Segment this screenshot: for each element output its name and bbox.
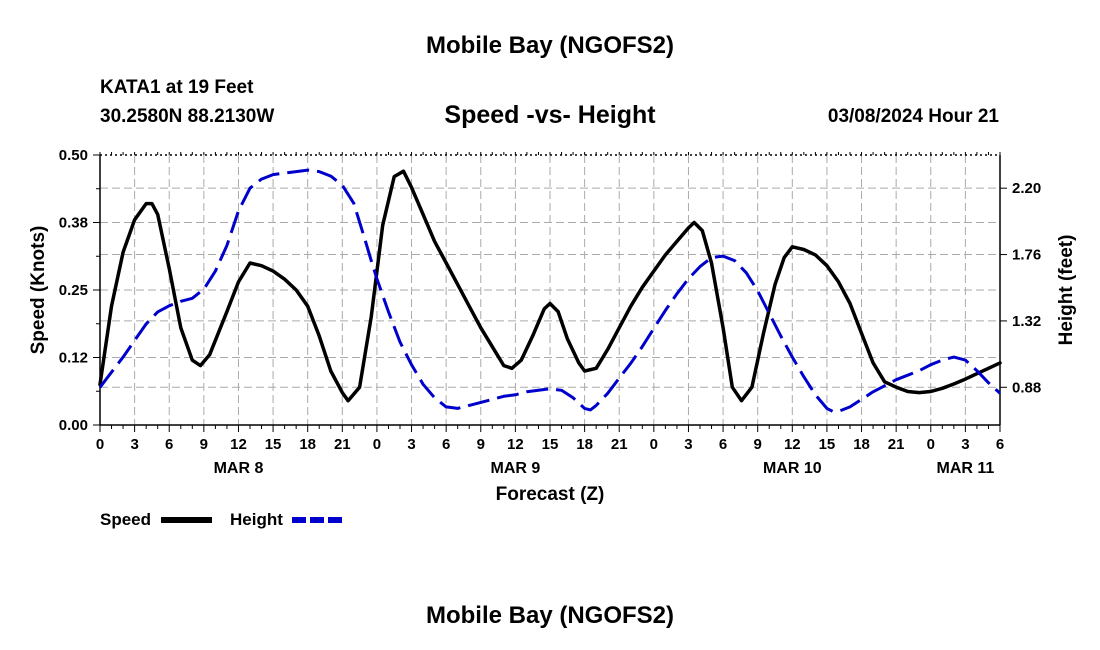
x-tick-label: 18	[576, 436, 593, 453]
x-day-label: MAR 10	[763, 460, 822, 477]
chart-title-bottom: Mobile Bay (NGOFS2)	[425, 602, 675, 629]
x-tick-label: 0	[96, 436, 104, 453]
grid	[100, 155, 1000, 425]
x-tick-label: 0	[373, 436, 381, 453]
series	[98, 168, 1002, 413]
x-tick-label: 21	[334, 436, 351, 453]
y-axis-label-right: Height (feet)	[1056, 235, 1077, 346]
x-tick-label: 15	[819, 436, 836, 453]
x-day-label: MAR 11	[936, 460, 994, 477]
forecast-issue-time: 03/08/2024 Hour 21	[827, 106, 999, 127]
y-tick-label-left: 0.00	[59, 417, 88, 434]
x-tick-label: 6	[165, 436, 173, 453]
station-label: KATA1 at 19 Feet	[100, 77, 254, 98]
x-tick-label: 12	[784, 436, 801, 453]
y-tick-label-right: 2.20	[1012, 180, 1041, 197]
y-tick-label-right: 0.88	[1012, 379, 1041, 396]
legend: Speed Height	[100, 510, 342, 529]
x-tick-label: 18	[853, 436, 870, 453]
x-tick-label: 6	[442, 436, 450, 453]
axes: 0 3 6 9 12 15 18 21 0 3 6 9 12 15 18 21 0 3 6 9 12 15 18 21 0 3 6M…	[59, 147, 1041, 477]
x-tick-label: 3	[961, 436, 969, 453]
x-tick-label: 3	[684, 436, 692, 453]
x-tick-label: 6	[719, 436, 727, 453]
x-tick-label: 15	[265, 436, 282, 453]
legend-height-label: Height	[230, 510, 283, 529]
x-day-label: MAR 9	[490, 460, 540, 477]
height-series-line	[98, 168, 1002, 413]
y-tick-label-left: 0.25	[59, 282, 88, 299]
chart-subtitle: Speed -vs- Height	[444, 101, 656, 129]
x-tick-label: 15	[542, 436, 559, 453]
x-tick-label: 9	[477, 436, 485, 453]
x-day-label: MAR 8	[214, 460, 264, 477]
station-coordinates: 30.2580N 88.2130W	[100, 106, 275, 127]
x-tick-label: 9	[754, 436, 762, 453]
x-tick-label: 3	[407, 436, 415, 453]
y-tick-label-right: 1.32	[1012, 313, 1041, 330]
y-tick-label-right: 1.76	[1012, 247, 1041, 264]
x-axis-label: Forecast (Z)	[496, 484, 605, 505]
x-tick-label: 6	[996, 436, 1004, 453]
y-axis-label-left: Speed (Knots)	[28, 226, 49, 355]
x-tick-label: 12	[507, 436, 524, 453]
y-tick-label-left: 0.12	[59, 350, 88, 367]
y-tick-label-left: 0.50	[59, 147, 88, 164]
x-tick-label: 9	[200, 436, 208, 453]
legend-speed-label: Speed	[100, 510, 151, 529]
speed-series-line	[98, 169, 1002, 403]
x-tick-label: 18	[299, 436, 316, 453]
x-tick-label: 21	[611, 436, 628, 453]
x-tick-label: 3	[130, 436, 138, 453]
chart-title-top: Mobile Bay (NGOFS2)	[425, 32, 675, 59]
x-tick-label: 0	[650, 436, 658, 453]
x-tick-label: 21	[888, 436, 905, 453]
x-tick-label: 0	[927, 436, 935, 453]
y-tick-label-left: 0.38	[59, 215, 88, 232]
x-tick-label: 12	[230, 436, 247, 453]
